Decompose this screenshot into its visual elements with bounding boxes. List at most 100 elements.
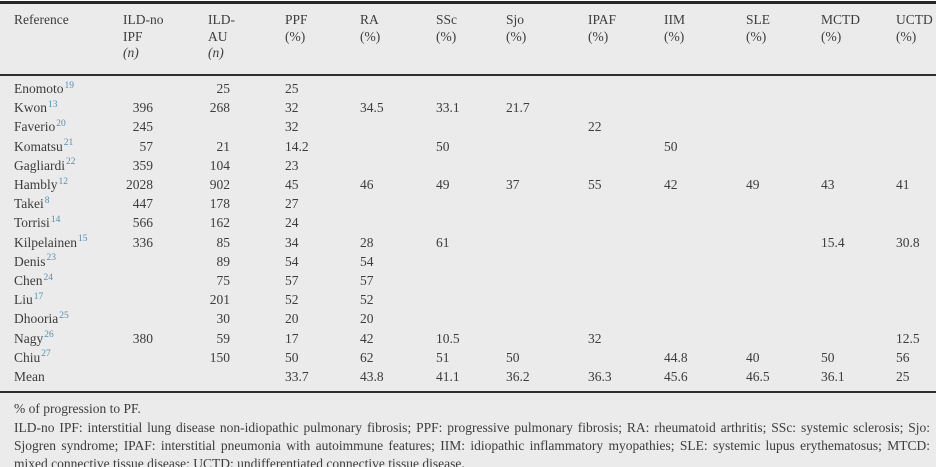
citation-link[interactable]: 22 <box>65 157 76 168</box>
reference-label: Mean <box>14 369 45 385</box>
cell-mctd <box>821 117 896 136</box>
reference-label: Liu <box>14 292 33 308</box>
cell-ild_au: 59 <box>216 330 231 346</box>
cell-mctd <box>821 271 896 290</box>
cell-ssc <box>436 213 506 232</box>
table-row: Nagy26 380 59 17 42 10.5 32 12.5 <box>0 329 936 348</box>
citation-link[interactable]: 25 <box>59 310 69 321</box>
cell-sjo <box>506 194 588 213</box>
reference-cell: Chiu27 <box>0 348 123 367</box>
cell-ild_au <box>208 117 285 136</box>
cell-uctd <box>896 156 936 175</box>
cell-sle: 40 <box>746 349 760 365</box>
cell-sle <box>746 194 821 213</box>
reference-label: Denis <box>14 253 46 269</box>
cell-sjo <box>506 137 588 156</box>
cell-ipaf: 32 <box>588 330 602 346</box>
reference-cell: Dhooria25 <box>0 309 123 328</box>
table-row: Komatsu21 57 21 14.2 50 50 <box>0 137 936 156</box>
cell-ra <box>360 156 436 175</box>
citation-link[interactable]: 17 <box>33 291 44 302</box>
cell-sjo: 37 <box>506 177 520 193</box>
cell-ild_au: 85 <box>216 234 231 250</box>
reference-label: Gagliardi <box>14 157 65 173</box>
table-footnote: % of progression to PF. ILD-no IPF: inte… <box>0 391 936 467</box>
cell-ild_no_ipf <box>123 309 208 328</box>
cell-ssc: 51 <box>436 349 450 365</box>
citation-link[interactable]: 19 <box>64 80 75 91</box>
cell-ra: 34.5 <box>360 100 384 116</box>
cell-ppf: 20 <box>285 311 299 327</box>
column-header-ppf: PPF (%) <box>285 4 360 76</box>
reference-cell: Denis23 <box>0 252 123 271</box>
table-row: Enomoto19 25 25 <box>0 75 936 98</box>
cell-ild_no_ipf: 57 <box>139 138 154 154</box>
cell-ild_no_ipf: 245 <box>132 119 153 135</box>
citation-link[interactable]: 13 <box>48 99 58 110</box>
cell-sle <box>746 271 821 290</box>
cell-ra: 52 <box>360 292 374 308</box>
cell-ppf: 14.2 <box>285 138 309 154</box>
cell-ild_au: 162 <box>209 215 230 231</box>
cell-ssc <box>436 252 506 271</box>
cell-mctd <box>821 75 896 98</box>
cell-iim: 44.8 <box>664 349 688 365</box>
citation-link[interactable]: 20 <box>56 118 66 129</box>
cell-sle <box>746 233 821 252</box>
citation-link[interactable]: 12 <box>58 176 69 187</box>
cell-ppf: 23 <box>285 157 299 173</box>
reference-cell: Enomoto19 <box>0 75 123 98</box>
table-row: Chen24 75 57 57 <box>0 271 936 290</box>
cell-ipaf <box>588 213 664 232</box>
cell-mctd: 50 <box>821 349 835 365</box>
reference-label: Chen <box>14 273 43 289</box>
cell-ild_au: 25 <box>216 81 231 96</box>
citation-link[interactable]: 8 <box>44 195 50 206</box>
reference-label: Faverio <box>14 119 56 135</box>
cell-sjo <box>506 213 588 232</box>
citation-link[interactable]: 23 <box>46 253 57 264</box>
cell-ra <box>360 137 436 156</box>
cell-sle <box>746 213 821 232</box>
table-row: Dhooria25 30 20 20 <box>0 309 936 328</box>
citation-link[interactable]: 26 <box>44 330 54 341</box>
cell-ppf: 50 <box>285 349 299 365</box>
cell-ra <box>360 194 436 213</box>
cell-iim <box>664 117 746 136</box>
citation-link[interactable]: 21 <box>63 138 74 149</box>
cell-sjo <box>506 290 588 309</box>
cell-uctd: 12.5 <box>896 330 920 346</box>
cell-uctd <box>896 137 936 156</box>
cell-ra <box>360 117 436 136</box>
column-header-sle: SLE (%) <box>746 4 821 76</box>
cell-mctd <box>821 213 896 232</box>
column-header-mctd: MCTD (%) <box>821 4 896 76</box>
footnote-abbreviations: ILD-no IPF: interstitial lung disease no… <box>14 419 930 467</box>
cell-sjo <box>506 75 588 98</box>
study-data-table: Reference ILD-no IPF (n) ILD- AU (n) PPF (%) RA (%… <box>0 4 936 386</box>
table-row: Liu17 201 52 52 <box>0 290 936 309</box>
citation-link[interactable]: 24 <box>43 272 54 283</box>
cell-ssc <box>436 75 506 98</box>
cell-ra: 46 <box>360 177 374 193</box>
cell-ra: 54 <box>360 253 374 269</box>
cell-sle <box>746 156 821 175</box>
citation-link[interactable]: 27 <box>41 349 51 360</box>
cell-uctd <box>896 309 936 328</box>
cell-iim <box>664 194 746 213</box>
reference-label: Dhooria <box>14 311 59 327</box>
citation-link[interactable]: 15 <box>77 234 88 245</box>
cell-mctd <box>821 156 896 175</box>
cell-uctd <box>896 252 936 271</box>
cell-ild_au: 178 <box>209 196 230 212</box>
table-row: Gagliardi22 359 104 23 <box>0 156 936 175</box>
cell-uctd <box>896 213 936 232</box>
citation-link[interactable]: 14 <box>50 214 61 225</box>
cell-ra: 62 <box>360 349 374 365</box>
cell-uctd <box>896 98 936 117</box>
table-row: Torrisi14 566 162 24 <box>0 213 936 232</box>
cell-ppf: 32 <box>285 119 299 135</box>
cell-ipaf <box>588 98 664 117</box>
cell-ipaf <box>588 252 664 271</box>
cell-ild_au: 201 <box>209 292 230 308</box>
